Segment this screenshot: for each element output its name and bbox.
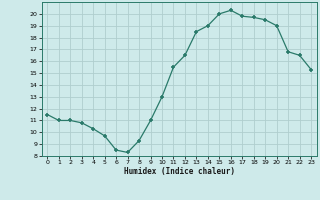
X-axis label: Humidex (Indice chaleur): Humidex (Indice chaleur) [124, 167, 235, 176]
